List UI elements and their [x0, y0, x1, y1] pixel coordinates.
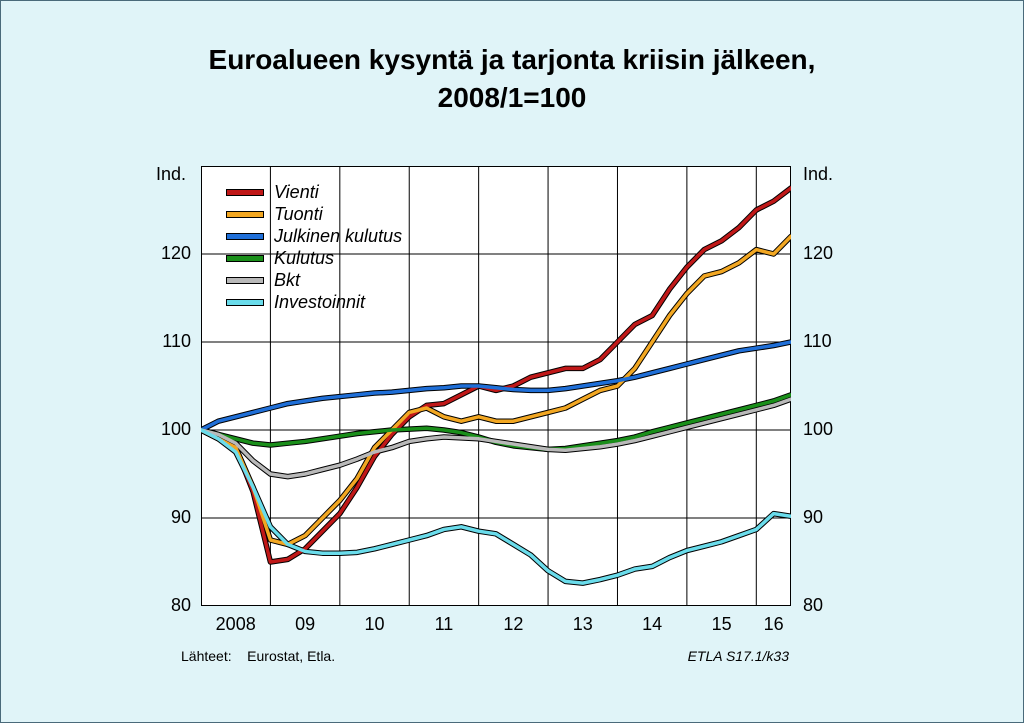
ytick-right: 110 [803, 331, 832, 352]
ytick-left: 100 [141, 419, 191, 440]
legend-swatch [226, 255, 264, 262]
y-axis-label-right: Ind. [803, 164, 833, 185]
ytick-left: 80 [141, 595, 191, 616]
chart-title: Euroalueen kysyntä ja tarjonta kriisin j… [1, 41, 1023, 117]
title-line2: 2008/1=100 [438, 82, 587, 113]
series-line [201, 399, 791, 476]
ytick-right: 100 [803, 419, 833, 440]
legend-swatch [226, 277, 264, 284]
xtick: 09 [275, 614, 335, 635]
legend-swatch [226, 189, 264, 196]
legend-item: Julkinen kulutus [226, 225, 402, 247]
ytick-right: 120 [803, 243, 833, 264]
legend-item: Vienti [226, 181, 402, 203]
xtick: 12 [483, 614, 543, 635]
sources: Lähteet: Eurostat, Etla. [181, 648, 335, 664]
sources-label: Lähteet: [181, 648, 232, 664]
ytick-left: 120 [141, 243, 191, 264]
xtick: 10 [345, 614, 405, 635]
legend-label: Investoinnit [274, 292, 365, 313]
ytick-right: 90 [803, 507, 823, 528]
title-line1: Euroalueen kysyntä ja tarjonta kriisin j… [209, 44, 816, 75]
legend-item: Kulutus [226, 247, 402, 269]
xtick: 11 [414, 614, 474, 635]
ytick-left: 90 [141, 507, 191, 528]
legend-label: Vienti [274, 182, 319, 203]
xtick: 2008 [206, 614, 266, 635]
sources-text: Eurostat, Etla. [247, 648, 335, 664]
legend-item: Investoinnit [226, 291, 402, 313]
legend-swatch [226, 299, 264, 306]
xtick: 13 [553, 614, 613, 635]
legend-item: Bkt [226, 269, 402, 291]
chart-frame: Euroalueen kysyntä ja tarjonta kriisin j… [0, 0, 1024, 723]
figure-id: ETLA S17.1/k33 [688, 648, 789, 664]
legend-label: Kulutus [274, 248, 334, 269]
legend-label: Bkt [274, 270, 300, 291]
legend-label: Tuonti [274, 204, 323, 225]
legend-swatch [226, 233, 264, 240]
ytick-right: 80 [803, 595, 823, 616]
ytick-left: 110 [141, 331, 191, 352]
legend: VientiTuontiJulkinen kulutusKulutusBktIn… [226, 181, 402, 313]
xtick: 16 [744, 614, 804, 635]
y-axis-label-left: Ind. [156, 164, 186, 185]
legend-item: Tuonti [226, 203, 402, 225]
legend-swatch [226, 211, 264, 218]
legend-label: Julkinen kulutus [274, 226, 402, 247]
xtick: 14 [622, 614, 682, 635]
xtick: 15 [692, 614, 752, 635]
